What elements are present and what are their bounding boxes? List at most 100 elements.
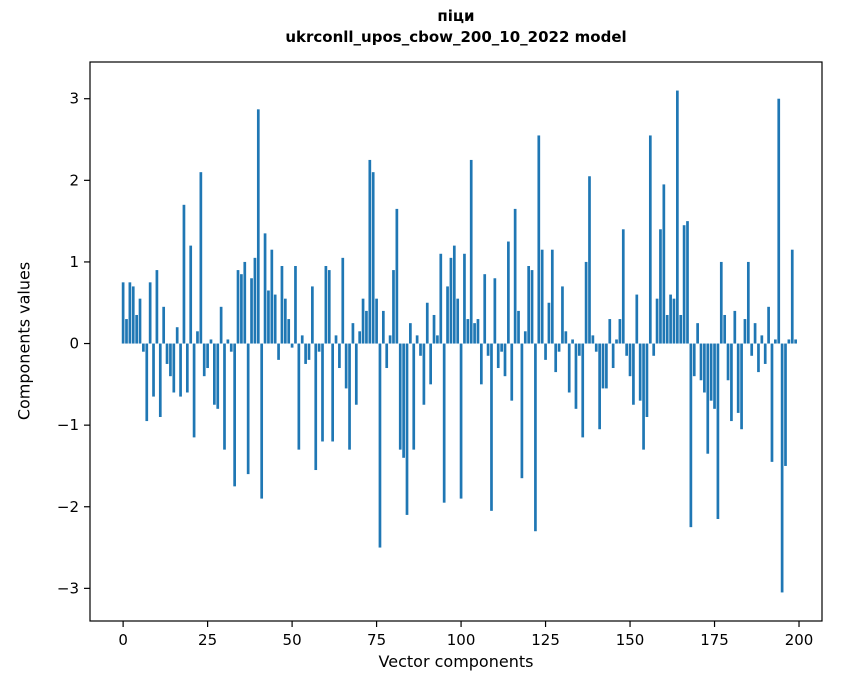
x-tick-label: 175 [700,631,729,649]
bar [436,335,439,344]
bar [554,343,558,373]
bar [131,286,135,344]
bar [740,343,743,430]
bar [716,343,720,519]
bar [388,335,392,344]
bar [392,270,395,344]
bar [598,343,601,430]
bar [304,343,307,364]
bar [317,343,321,352]
bars [121,90,797,593]
bar [256,109,260,344]
bar [507,241,510,344]
bar [780,343,784,593]
bar [412,343,416,450]
y-tick-label: −3 [57,579,79,597]
bar [226,339,230,344]
bar [557,343,561,352]
bar [648,135,652,344]
bar [260,343,264,499]
bar [574,343,578,409]
bar [419,343,422,356]
bar [652,343,656,356]
bar [381,310,385,344]
bar [523,331,527,344]
chart-title: піци ukrconll_upos_cbow_200_10_2022 mode… [90,6,822,48]
bar [128,282,132,344]
x-tick-label: 75 [367,631,386,649]
bar [669,294,672,344]
bar [442,343,446,503]
bar [672,298,676,344]
bar [290,343,294,348]
bar [280,266,284,344]
bar [561,286,564,344]
bar [534,343,537,532]
bar [466,319,470,344]
bar [307,343,311,360]
bar [767,306,770,344]
bar [645,343,649,417]
bar [135,314,138,344]
bar [790,249,794,344]
bar [615,339,618,344]
bar [581,343,585,438]
bar [605,343,608,389]
bar [189,245,193,344]
bar [361,298,365,344]
bar [351,323,355,344]
bar [185,343,189,393]
bar [432,314,436,344]
bar [175,327,179,344]
bar [456,298,460,344]
bar [564,331,568,344]
bar [250,278,253,344]
bar [429,343,432,385]
bar [689,343,693,528]
bar [395,208,399,344]
bar [371,172,375,344]
bar [246,343,250,475]
bar [594,343,598,352]
bar [527,266,531,344]
bar [121,282,125,344]
bar [476,319,480,344]
x-tick-label: 25 [198,631,217,649]
bar [125,319,128,344]
bar [510,343,514,401]
bar [703,343,706,393]
bar [283,298,287,344]
bar [676,90,679,344]
bar [777,98,781,344]
bar [540,249,544,344]
bar [632,343,635,405]
bar [655,298,659,344]
bar [723,314,727,344]
bar [608,319,612,344]
x-tick-label: 100 [447,631,476,649]
bar [746,261,750,344]
bar [148,282,152,344]
bar [202,343,206,377]
bar [409,323,412,344]
bar [449,257,453,344]
bar [365,310,368,344]
bar [774,339,777,344]
bar [686,221,689,344]
bar [743,319,747,344]
x-tick-label: 0 [118,631,128,649]
bar [233,343,236,487]
bar [601,343,605,389]
bar [199,172,203,344]
bar [253,257,257,344]
bar [571,339,574,344]
bar [530,270,534,344]
bar [398,343,402,450]
x-tick-label: 200 [785,631,814,649]
bar [719,261,723,344]
bar [179,343,182,397]
bar [263,233,267,344]
bar [625,343,629,356]
bar [753,323,757,344]
